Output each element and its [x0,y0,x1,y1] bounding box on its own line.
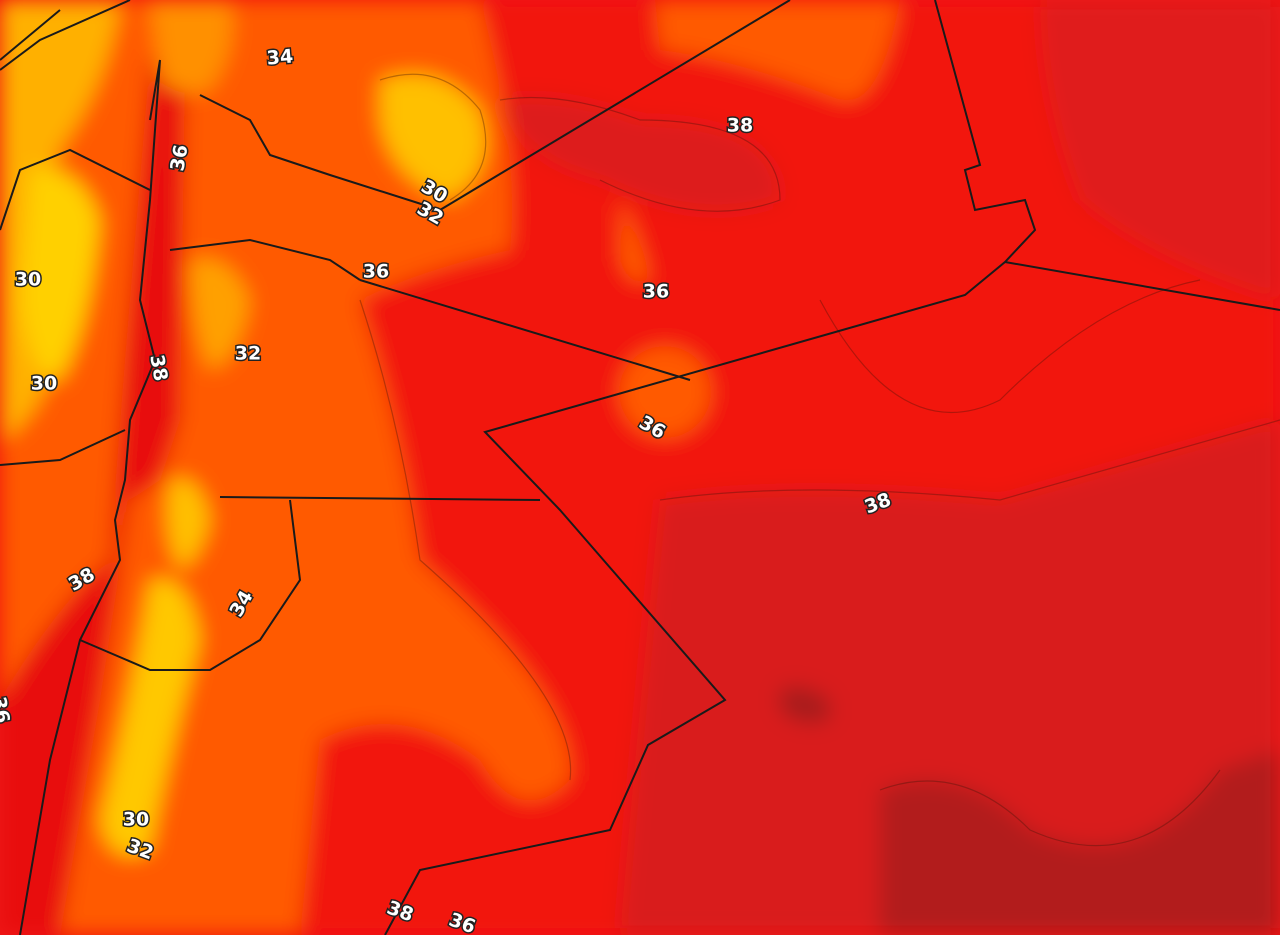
contour-label: 36 [166,143,192,173]
isotherms [359,73,1280,847]
contour-label: 36 [363,261,389,283]
contour-label: 34 [266,45,294,69]
contour-label: 38 [145,353,171,383]
contour-label: 36 [643,281,669,303]
contour-label: 30 [123,809,149,831]
contour-label: 32 [235,343,261,365]
contour-label: 30 [15,269,41,291]
contour-label: 38 [727,115,753,137]
contour-label: 30 [31,373,57,395]
